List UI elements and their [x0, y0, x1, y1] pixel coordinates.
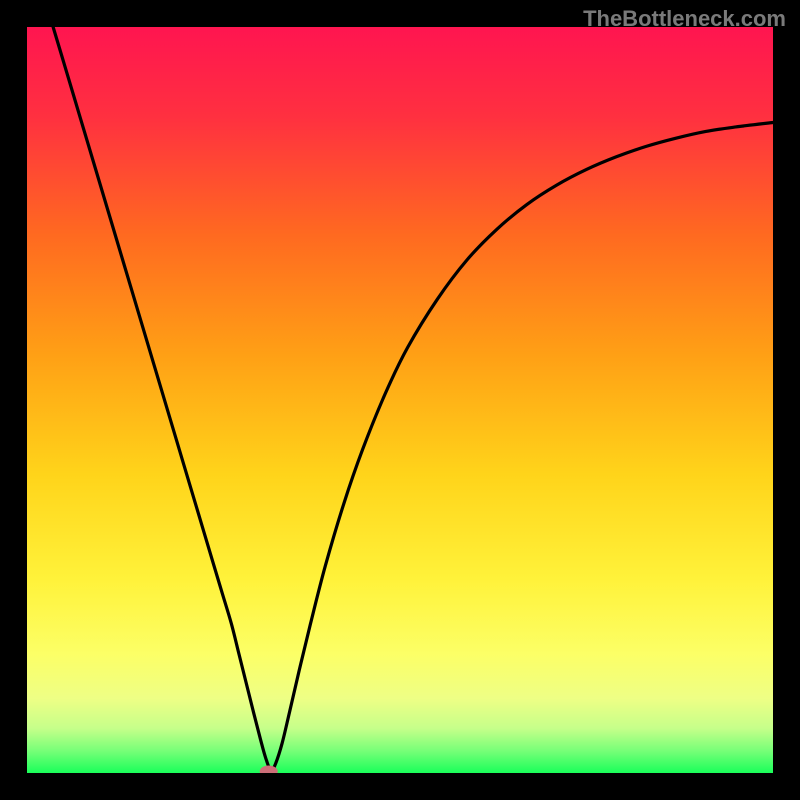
chart-frame: TheBottleneck.com	[0, 0, 800, 800]
bottleneck-chart	[0, 0, 800, 800]
gradient-background	[27, 27, 773, 773]
watermark-text: TheBottleneck.com	[583, 6, 786, 32]
